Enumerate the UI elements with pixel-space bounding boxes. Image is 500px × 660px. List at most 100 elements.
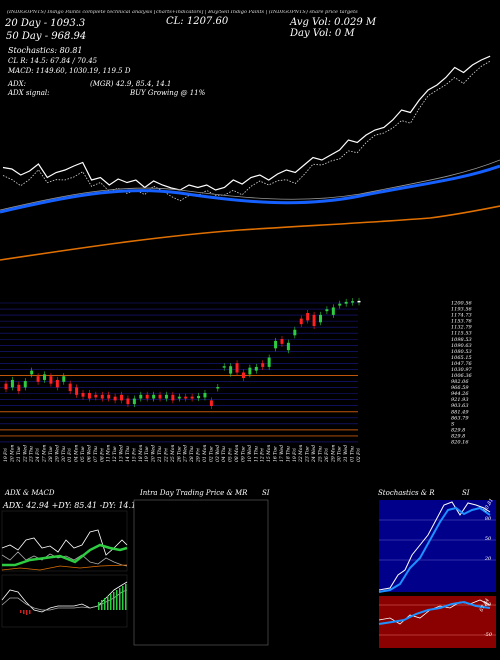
date-label: 25 Mon bbox=[170, 445, 176, 463]
ma20-line bbox=[0, 164, 500, 214]
main-price-chart: 1200.561193.561174.731153.761132.791115.… bbox=[0, 55, 500, 463]
price-level-label: 1047.76 bbox=[451, 361, 472, 367]
candle-body bbox=[203, 392, 207, 398]
price-level-label: 1080.53 bbox=[451, 349, 472, 355]
price-level-label: 829.8 bbox=[451, 427, 465, 433]
price-level-label: 881.49 bbox=[451, 409, 469, 415]
macd-line bbox=[1, 581, 128, 613]
price-level-label: 1006.36 bbox=[451, 373, 472, 379]
candle-body bbox=[10, 379, 14, 388]
price-level-label: 966.59 bbox=[451, 385, 469, 391]
date-label: 17 Wed bbox=[279, 445, 285, 462]
price-level-grid bbox=[0, 302, 358, 443]
date-label: 20 Wed bbox=[151, 445, 157, 463]
date-label: 22 Mon bbox=[298, 445, 304, 463]
stoch-readout: Stochastics: 80.81 bbox=[8, 46, 83, 55]
mr-line bbox=[378, 599, 491, 625]
date-label: 15 Fri bbox=[131, 448, 137, 462]
date-label: 03 Wed bbox=[215, 445, 221, 462]
stoch-level-80: 80 bbox=[485, 516, 492, 522]
date-label: 01 Fri bbox=[67, 448, 73, 462]
date-label: 12 Fri bbox=[260, 448, 266, 462]
candle-body bbox=[30, 370, 34, 375]
candle-body bbox=[274, 340, 278, 349]
candlesticks bbox=[4, 297, 361, 409]
date-label: 21 Thu bbox=[157, 446, 163, 463]
date-label: 10 Wed bbox=[247, 445, 253, 462]
date-label: 26 Fri bbox=[324, 448, 330, 463]
adx-macd-title: ADX & MACD bbox=[5, 489, 55, 497]
price-level-label: 1174.73 bbox=[451, 313, 472, 319]
adx-orange-line bbox=[1, 564, 128, 571]
avg-vol-readout: Avg Vol: 0.029 M bbox=[290, 17, 377, 28]
price-level-label: 1065.15 bbox=[451, 355, 472, 361]
ma100-line bbox=[0, 205, 500, 261]
candle-body bbox=[113, 396, 117, 401]
candle-body bbox=[139, 394, 143, 399]
price-level-label: 1030.97 bbox=[451, 367, 472, 373]
price-level-label: 829.8 bbox=[451, 433, 465, 439]
date-label: 28 Tue bbox=[48, 446, 54, 463]
macd-level-neg50: -50 bbox=[484, 632, 493, 638]
candle-body bbox=[197, 395, 201, 399]
candle-body bbox=[145, 394, 149, 399]
price-level-label: 1098.53 bbox=[451, 337, 472, 343]
candle-body bbox=[351, 301, 355, 303]
price-level-label: 1153.76 bbox=[451, 319, 472, 325]
date-label: 15 Mon bbox=[266, 445, 272, 462]
candle-body bbox=[120, 394, 124, 401]
date-label: 21 Tue bbox=[16, 446, 22, 463]
date-label: 06 Wed bbox=[86, 445, 92, 462]
price-line bbox=[2, 55, 491, 191]
date-label: 04 Mon bbox=[74, 445, 80, 462]
candle-body bbox=[190, 396, 194, 399]
candle-body bbox=[254, 366, 258, 371]
macd-neg-histogram bbox=[20, 610, 31, 615]
candle-body bbox=[357, 300, 361, 303]
stoch-d-line bbox=[378, 506, 491, 593]
candle-body bbox=[261, 363, 265, 367]
date-label: 29 Mon bbox=[330, 445, 336, 463]
adx-signal-label: ADX signal: bbox=[8, 89, 50, 97]
candle-body bbox=[126, 398, 130, 405]
macd-readout: MACD: 1149.60, 1030.19, 119.5 D bbox=[8, 67, 131, 75]
candle-body bbox=[306, 313, 310, 321]
adx-minus-di-line bbox=[1, 551, 128, 567]
candle-body bbox=[158, 394, 162, 399]
adx-signal-value: BUY Growing @ 11% bbox=[130, 89, 206, 97]
mr-signal-line bbox=[378, 600, 491, 625]
date-label: 12 Tue bbox=[112, 446, 118, 462]
stochastics-panel bbox=[378, 500, 496, 593]
candle-body bbox=[293, 329, 297, 336]
candle-body bbox=[325, 309, 329, 312]
date-label: 11 Mon bbox=[106, 445, 112, 462]
stoch-level-20: 20 bbox=[484, 556, 492, 562]
price-level-label: 944.26 bbox=[451, 391, 469, 397]
date-label: 19 Tue bbox=[144, 446, 150, 462]
date-label: 26 Tue bbox=[176, 446, 182, 463]
macd-right-panel bbox=[378, 596, 496, 648]
price-level-label: 1132.79 bbox=[451, 325, 472, 331]
macd-signal-line bbox=[1, 589, 128, 611]
date-label: 24 Fri bbox=[35, 448, 41, 463]
date-label: 08 Mon bbox=[234, 445, 240, 462]
stoch-title: Stochastics & R bbox=[378, 489, 435, 497]
date-label: 05 Tue bbox=[80, 446, 86, 462]
candle-body bbox=[235, 363, 239, 373]
price-level-label: 921.93 bbox=[451, 397, 469, 403]
candle-body bbox=[338, 303, 342, 306]
price-level-label: 1193.56 bbox=[451, 307, 472, 313]
close-readout: CL: 1207.60 bbox=[166, 16, 229, 27]
candle-body bbox=[36, 376, 40, 382]
adx-label: ADX: bbox=[8, 80, 27, 88]
adx-panel bbox=[1, 510, 128, 572]
candle-body bbox=[312, 314, 316, 327]
day-vol-readout: Day Vol: 0 M bbox=[290, 28, 355, 39]
price-level-label: 820.16 bbox=[451, 439, 469, 445]
date-label: 16 Tue bbox=[273, 446, 279, 462]
date-label: 27 Wed bbox=[183, 445, 189, 463]
candle-body bbox=[107, 394, 111, 399]
candle-body bbox=[286, 342, 290, 351]
ma30-line bbox=[0, 159, 500, 211]
candle-body bbox=[344, 301, 348, 304]
